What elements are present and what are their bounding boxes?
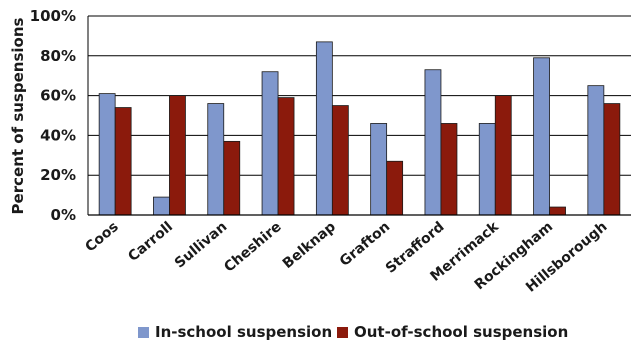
bar-in-school [315,41,333,216]
bar-in-school [261,71,279,216]
bar-out-of-school [386,160,404,216]
legend-label: Out-of-school suspension [354,323,568,341]
y-tick-label: 0% [51,206,76,224]
y-tick-label: 80% [40,47,76,65]
x-axis-labels: Coos CarrollSullivanCheshireBelknapGrafto… [82,218,610,295]
legend: In-school suspension Out-of-school suspen… [138,323,568,341]
x-category-label: Carroll [125,219,176,265]
bar-out-of-school [549,206,566,216]
y-axis-ticks: 0% 20% 40% 60% 80% 100% [30,7,76,224]
bar-out-of-school [114,107,132,216]
bar-out-of-school [331,105,349,216]
bar-in-school [587,85,605,216]
y-tick-label: 100% [30,7,76,25]
bar-out-of-school [169,95,186,216]
bar-out-of-school [440,123,458,216]
x-category-label: Coos [82,219,121,256]
bar-in-school [370,123,388,216]
axes [87,16,631,216]
legend-swatch [337,327,348,338]
x-category-label: Cheshire [221,219,284,276]
bar-out-of-school [277,97,295,216]
bar-out-of-school [603,103,621,216]
x-category-label: Belknap [280,219,339,272]
bar-in-school [207,103,225,216]
bar-out-of-school [223,140,241,216]
y-tick-label: 20% [40,166,76,184]
y-tick-label: 60% [40,87,76,105]
y-tick-label: 40% [40,126,76,144]
legend-swatch [138,327,149,338]
bar-in-school [478,123,496,216]
bars [98,41,621,216]
bar-out-of-school [494,95,512,216]
bar-in-school [98,93,116,216]
bar-in-school [424,69,442,216]
legend-label: In-school suspension [155,323,332,341]
y-axis-title: Percent of suspensions [9,18,27,215]
bar-in-school [153,196,170,216]
bar-in-school [533,57,550,216]
